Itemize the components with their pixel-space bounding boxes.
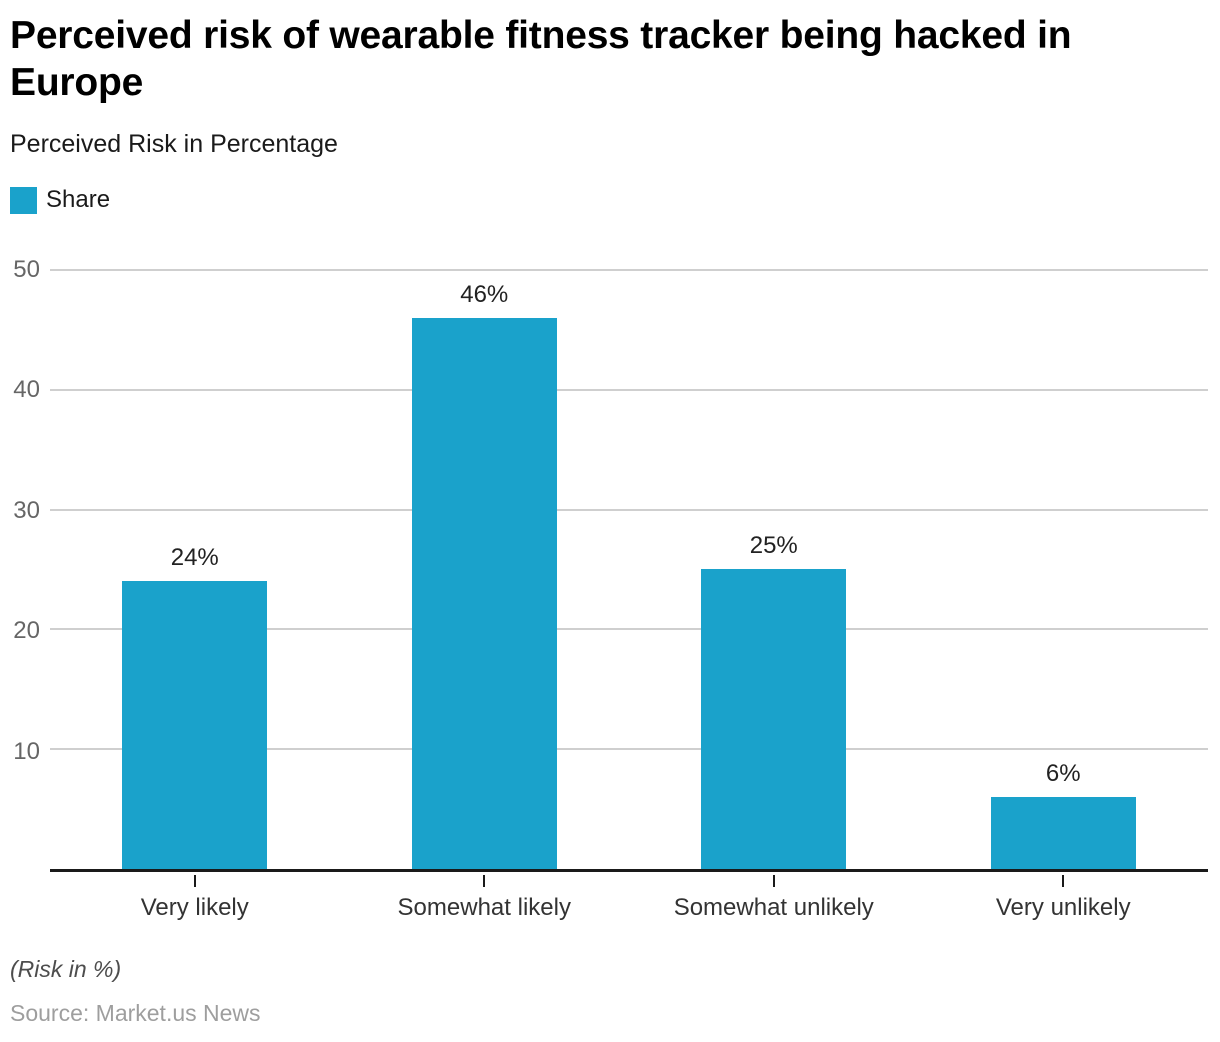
chart-title: Perceived risk of wearable fitness track… xyxy=(10,14,1072,104)
y-axis-tick-label: 30 xyxy=(13,496,40,524)
gridline-20 xyxy=(50,628,1208,631)
x-axis-category-label: Very unlikely xyxy=(995,894,1131,921)
gridline-10 xyxy=(50,748,1208,751)
bar-very-likely xyxy=(122,581,268,869)
bar-value-label: 6% xyxy=(1045,760,1081,788)
y-axis-tick-label: 50 xyxy=(13,256,40,284)
legend: Share xyxy=(10,186,110,214)
x-axis-tick xyxy=(772,875,775,887)
bar-value-label: 24% xyxy=(170,544,219,572)
bar-slot-very-unlikely: 6% xyxy=(919,240,1209,869)
bar-somewhat-likely xyxy=(411,317,557,869)
gridline-50 xyxy=(50,268,1208,271)
x-axis-cell-very-unlikely: Very unlikely xyxy=(919,875,1209,922)
bar-somewhat-unlikely xyxy=(701,569,847,869)
x-axis: Very likely Somewhat likely Somewhat unlik… xyxy=(50,875,1208,922)
gridline-40 xyxy=(50,388,1208,391)
y-axis-tick-label: 20 xyxy=(13,617,40,645)
y-axis-tick-label: 40 xyxy=(13,376,40,404)
bar-slots: 24% 46% 25% 6% xyxy=(50,240,1208,869)
x-axis-cell-somewhat-unlikely: Somewhat unlikely xyxy=(629,875,919,922)
legend-swatch-icon xyxy=(10,186,37,214)
x-axis-tick xyxy=(193,875,196,887)
plot-area: 24% 46% 25% 6% xyxy=(50,240,1208,872)
axis-note: (Risk in %) xyxy=(10,956,122,982)
bar-chart: 10 20 30 40 50 24% 46% 25% 6% xyxy=(0,240,1220,872)
bar-value-label: 46% xyxy=(460,280,509,308)
x-axis-tick xyxy=(1062,875,1065,887)
chart-subtitle: Perceived Risk in Percentage xyxy=(10,130,338,158)
x-axis-tick xyxy=(483,875,486,887)
x-axis-cell-somewhat-likely: Somewhat likely xyxy=(340,875,630,922)
gridline-30 xyxy=(50,508,1208,511)
x-axis-cell-very-likely: Very likely xyxy=(50,875,340,922)
bar-slot-very-likely: 24% xyxy=(50,240,340,869)
bar-value-label: 25% xyxy=(749,532,798,560)
x-axis-category-label: Very likely xyxy=(140,894,249,921)
legend-label: Share xyxy=(46,186,111,213)
x-axis-category-label: Somewhat likely xyxy=(397,894,571,921)
bar-very-unlikely xyxy=(990,797,1136,869)
bar-slot-somewhat-likely: 46% xyxy=(340,240,630,869)
source-credit: Source: Market.us News xyxy=(10,1000,261,1026)
y-axis: 10 20 30 40 50 xyxy=(0,240,40,872)
bar-slot-somewhat-unlikely: 25% xyxy=(629,240,919,869)
y-axis-tick-label: 10 xyxy=(13,737,40,765)
x-axis-category-label: Somewhat unlikely xyxy=(673,894,874,921)
